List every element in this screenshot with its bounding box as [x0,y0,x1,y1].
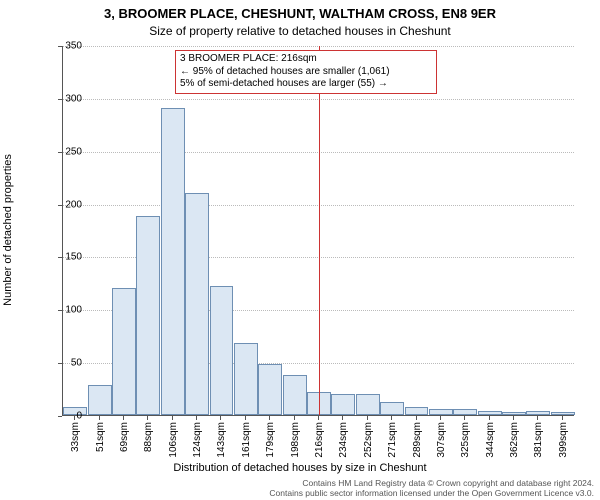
histogram-bar [136,216,160,415]
ytick-label: 150 [42,252,82,263]
annotation-line2: ← 95% of detached houses are smaller (1,… [180,66,432,79]
xtick-label: 198sqm [290,422,301,458]
histogram-bar [88,385,112,415]
xtick-mark [269,416,270,420]
xtick-label: 252sqm [363,422,374,458]
ytick-label: 50 [42,358,82,369]
ytick-mark [58,310,62,311]
xtick-mark [489,416,490,420]
xtick-mark [245,416,246,420]
xtick-mark [74,416,75,420]
histogram-bar [502,412,526,415]
xtick-label: 325sqm [460,422,471,458]
ytick-label: 350 [42,41,82,52]
ytick-label: 0 [42,411,82,422]
xtick-label: 51sqm [95,422,106,452]
histogram-bar [185,193,209,415]
xtick-mark [416,416,417,420]
histogram-bar [551,412,575,415]
annotation-line1: 3 BROOMER PLACE: 216sqm [180,53,432,66]
xtick-mark [172,416,173,420]
xtick-label: 344sqm [485,422,496,458]
xtick-label: 307sqm [436,422,447,458]
ytick-mark [58,205,62,206]
xtick-label: 271sqm [387,422,398,458]
xtick-mark [318,416,319,420]
histogram-bar [453,409,477,415]
xtick-label: 399sqm [558,422,569,458]
histogram-bar [331,394,355,415]
annotation-box: 3 BROOMER PLACE: 216sqm← 95% of detached… [175,50,437,94]
xtick-mark [99,416,100,420]
ytick-label: 250 [42,146,82,157]
xtick-mark [294,416,295,420]
xtick-label: 362sqm [509,422,520,458]
xtick-label: 216sqm [314,422,325,458]
histogram-bar [380,402,404,415]
ytick-label: 200 [42,199,82,210]
chart-title-line2: Size of property relative to detached ho… [0,24,600,38]
xtick-mark [537,416,538,420]
histogram-bar [161,108,185,415]
xtick-label: 143sqm [216,422,227,458]
y-axis-label: Number of detached properties [2,154,14,306]
histogram-bar [210,286,234,415]
xtick-mark [123,416,124,420]
xtick-mark [562,416,563,420]
ytick-label: 100 [42,305,82,316]
histogram-bar [526,411,550,415]
xtick-mark [196,416,197,420]
footer-line2: Contains public sector information licen… [0,488,594,498]
histogram-bar [258,364,282,415]
ytick-mark [58,46,62,47]
ytick-mark [58,99,62,100]
histogram-bar [283,375,307,415]
marker-line [319,46,320,415]
xtick-label: 179sqm [265,422,276,458]
chart-title-line1: 3, BROOMER PLACE, CHESHUNT, WALTHAM CROS… [0,6,600,21]
xtick-label: 234sqm [338,422,349,458]
ytick-mark [58,152,62,153]
xtick-label: 69sqm [119,422,130,452]
histogram-bar [478,411,502,415]
xtick-label: 289sqm [412,422,423,458]
xtick-label: 88sqm [143,422,154,452]
xtick-mark [220,416,221,420]
footer-line1: Contains HM Land Registry data © Crown c… [0,478,594,488]
xtick-label: 124sqm [192,422,203,458]
footer-attribution: Contains HM Land Registry data © Crown c… [0,478,594,498]
histogram-bar [234,343,258,415]
histogram-bar [405,407,429,415]
plot-area: 3 BROOMER PLACE: 216sqm← 95% of detached… [62,46,574,416]
histogram-bar [429,409,453,415]
xtick-mark [513,416,514,420]
ytick-mark [58,363,62,364]
xtick-mark [147,416,148,420]
histogram-bar [112,288,136,415]
chart-container: 3, BROOMER PLACE, CHESHUNT, WALTHAM CROS… [0,0,600,500]
xtick-mark [440,416,441,420]
histogram-bar [356,394,380,415]
xtick-label: 33sqm [70,422,81,452]
xtick-mark [367,416,368,420]
xtick-mark [464,416,465,420]
x-axis-label: Distribution of detached houses by size … [0,462,600,474]
ytick-mark [58,257,62,258]
ytick-label: 300 [42,93,82,104]
annotation-line3: 5% of semi-detached houses are larger (5… [180,78,432,91]
xtick-label: 106sqm [168,422,179,458]
xtick-label: 161sqm [241,422,252,458]
xtick-mark [342,416,343,420]
ytick-mark [58,416,62,417]
xtick-mark [391,416,392,420]
xtick-label: 381sqm [533,422,544,458]
